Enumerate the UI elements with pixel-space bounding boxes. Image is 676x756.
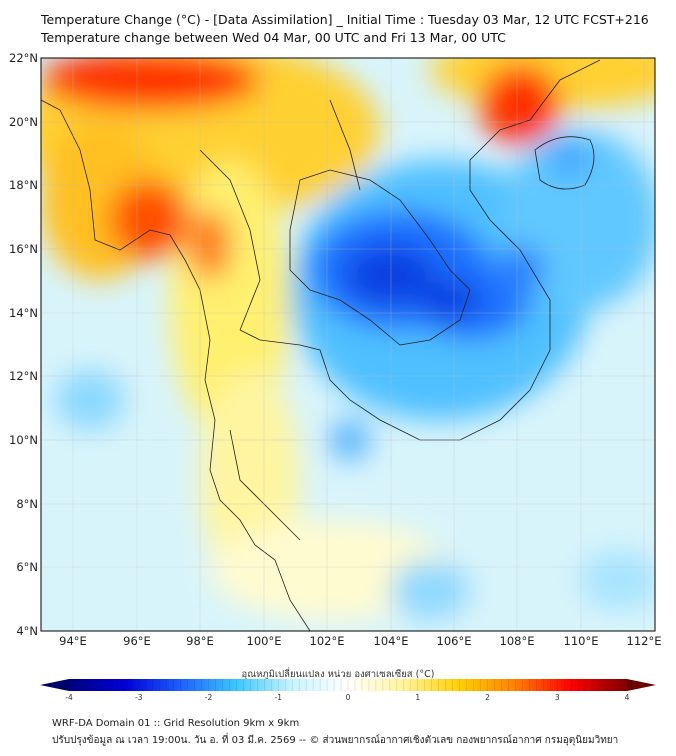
colorbar	[40, 679, 656, 691]
colorbar-tick-label: 0	[345, 693, 351, 702]
lat-label: 10°N	[9, 433, 38, 447]
lat-label: 8°N	[16, 497, 38, 511]
colorbar-high-extend	[627, 679, 656, 691]
chart-subtitle: Temperature change between Wed 04 Mar, 0…	[41, 30, 506, 45]
lon-label: 106°E	[436, 634, 472, 648]
temperature-change-map	[40, 57, 656, 632]
colorbar-tick-label: 4	[624, 693, 630, 702]
colorbar-tick-label: -2	[204, 693, 213, 702]
lon-label: 96°E	[123, 634, 151, 648]
colorbar-gradient	[69, 679, 627, 691]
lon-label: 104°E	[373, 634, 409, 648]
colorbar-tick-label: -4	[65, 693, 73, 702]
lat-label: 12°N	[9, 369, 38, 383]
colorbar-tick-label: 2	[485, 693, 490, 702]
footer-model-info: WRF-DA Domain 01 :: Grid Resolution 9km …	[52, 718, 300, 729]
lon-label: 98°E	[186, 634, 214, 648]
lat-label: 18°N	[9, 178, 38, 192]
chart-title: Temperature Change (°C) - [Data Assimila…	[41, 12, 649, 27]
temperature-field	[41, 58, 655, 631]
lat-label: 22°N	[9, 51, 38, 65]
colorbar-tick-label: 3	[554, 693, 560, 702]
colorbar-label: อุณหภูมิเปลี่ยนแปลง หน่วย องศาเซลเซียส (…	[241, 669, 435, 680]
lat-label: 14°N	[9, 306, 38, 320]
coastlines-borders	[41, 59, 601, 631]
lat-label: 20°N	[9, 115, 38, 129]
colorbar-low-extend	[40, 679, 69, 691]
lon-label: 102°E	[309, 634, 345, 648]
footer-update-info: ปรับปรุงข้อมูล ณ เวลา 19:00น. วัน อ. ที่…	[52, 735, 619, 746]
graticule	[41, 58, 655, 631]
colorbar-tick-label: -1	[274, 693, 282, 702]
colorbar-tick-label: 1	[415, 693, 421, 702]
lon-label: 110°E	[563, 634, 599, 648]
lon-label: 94°E	[59, 634, 87, 648]
lat-label: 6°N	[16, 560, 38, 574]
lat-label: 4°N	[16, 624, 38, 638]
lat-label: 16°N	[9, 242, 38, 256]
colorbar-tick-label: -3	[135, 693, 143, 702]
map-frame	[40, 57, 656, 632]
lon-label: 112°E	[626, 634, 662, 648]
lon-label: 108°E	[499, 634, 535, 648]
lon-label: 100°E	[246, 634, 282, 648]
